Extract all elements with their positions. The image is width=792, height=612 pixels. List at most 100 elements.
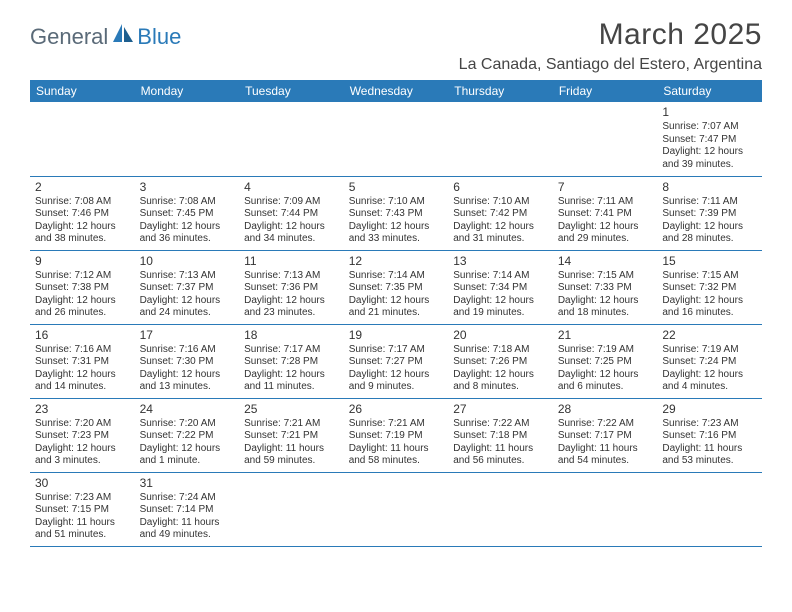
daylight-text: Daylight: 12 hours and 21 minutes.	[349, 295, 444, 320]
day-cell: 22Sunrise: 7:19 AMSunset: 7:24 PMDayligh…	[657, 324, 762, 398]
sunrise-text: Sunrise: 7:13 AM	[244, 270, 339, 283]
sunrise-text: Sunrise: 7:15 AM	[662, 270, 757, 283]
day-number: 4	[244, 180, 339, 195]
day-cell: 14Sunrise: 7:15 AMSunset: 7:33 PMDayligh…	[553, 250, 658, 324]
day-cell: 19Sunrise: 7:17 AMSunset: 7:27 PMDayligh…	[344, 324, 449, 398]
day-cell	[553, 102, 658, 176]
sunset-text: Sunset: 7:36 PM	[244, 282, 339, 295]
location: La Canada, Santiago del Estero, Argentin…	[459, 56, 762, 74]
sunset-text: Sunset: 7:37 PM	[140, 282, 235, 295]
sunrise-text: Sunrise: 7:14 AM	[349, 270, 444, 283]
sunset-text: Sunset: 7:35 PM	[349, 282, 444, 295]
sunrise-text: Sunrise: 7:23 AM	[35, 492, 130, 505]
daylight-text: Daylight: 11 hours and 49 minutes.	[140, 517, 235, 542]
sunrise-text: Sunrise: 7:14 AM	[453, 270, 548, 283]
day-cell	[30, 102, 135, 176]
sunrise-text: Sunrise: 7:23 AM	[662, 418, 757, 431]
day-number: 14	[558, 254, 653, 269]
sunset-text: Sunset: 7:47 PM	[662, 134, 757, 147]
day-number: 9	[35, 254, 130, 269]
sunset-text: Sunset: 7:18 PM	[453, 430, 548, 443]
sunset-text: Sunset: 7:21 PM	[244, 430, 339, 443]
day-cell	[239, 472, 344, 546]
day-cell: 20Sunrise: 7:18 AMSunset: 7:26 PMDayligh…	[448, 324, 553, 398]
day-cell	[657, 472, 762, 546]
daylight-text: Daylight: 12 hours and 23 minutes.	[244, 295, 339, 320]
sunset-text: Sunset: 7:31 PM	[35, 356, 130, 369]
day-cell: 13Sunrise: 7:14 AMSunset: 7:34 PMDayligh…	[448, 250, 553, 324]
day-number: 2	[35, 180, 130, 195]
sail-icon	[113, 24, 135, 50]
sunrise-text: Sunrise: 7:16 AM	[140, 344, 235, 357]
sunrise-text: Sunrise: 7:21 AM	[244, 418, 339, 431]
day-number: 1	[662, 105, 757, 120]
daylight-text: Daylight: 11 hours and 59 minutes.	[244, 443, 339, 468]
day-cell: 4Sunrise: 7:09 AMSunset: 7:44 PMDaylight…	[239, 176, 344, 250]
sunrise-text: Sunrise: 7:10 AM	[349, 196, 444, 209]
day-cell: 31Sunrise: 7:24 AMSunset: 7:14 PMDayligh…	[135, 472, 240, 546]
daylight-text: Daylight: 12 hours and 6 minutes.	[558, 369, 653, 394]
sunrise-text: Sunrise: 7:19 AM	[558, 344, 653, 357]
day-number: 17	[140, 328, 235, 343]
day-cell: 8Sunrise: 7:11 AMSunset: 7:39 PMDaylight…	[657, 176, 762, 250]
day-number: 15	[662, 254, 757, 269]
day-number: 31	[140, 476, 235, 491]
sunset-text: Sunset: 7:14 PM	[140, 504, 235, 517]
day-number: 27	[453, 402, 548, 417]
day-cell	[344, 472, 449, 546]
day-cell: 17Sunrise: 7:16 AMSunset: 7:30 PMDayligh…	[135, 324, 240, 398]
day-number: 26	[349, 402, 444, 417]
day-cell: 3Sunrise: 7:08 AMSunset: 7:45 PMDaylight…	[135, 176, 240, 250]
day-number: 24	[140, 402, 235, 417]
week-row: 16Sunrise: 7:16 AMSunset: 7:31 PMDayligh…	[30, 324, 762, 398]
day-number: 18	[244, 328, 339, 343]
sunrise-text: Sunrise: 7:22 AM	[453, 418, 548, 431]
sunrise-text: Sunrise: 7:20 AM	[35, 418, 130, 431]
day-cell: 12Sunrise: 7:14 AMSunset: 7:35 PMDayligh…	[344, 250, 449, 324]
sunrise-text: Sunrise: 7:18 AM	[453, 344, 548, 357]
day-cell: 6Sunrise: 7:10 AMSunset: 7:42 PMDaylight…	[448, 176, 553, 250]
sunrise-text: Sunrise: 7:13 AM	[140, 270, 235, 283]
day-cell: 29Sunrise: 7:23 AMSunset: 7:16 PMDayligh…	[657, 398, 762, 472]
sunset-text: Sunset: 7:39 PM	[662, 208, 757, 221]
sunrise-text: Sunrise: 7:15 AM	[558, 270, 653, 283]
week-row: 2Sunrise: 7:08 AMSunset: 7:46 PMDaylight…	[30, 176, 762, 250]
day-number: 20	[453, 328, 548, 343]
dayname-cell: Monday	[135, 80, 240, 102]
sunrise-text: Sunrise: 7:07 AM	[662, 121, 757, 134]
day-cell: 15Sunrise: 7:15 AMSunset: 7:32 PMDayligh…	[657, 250, 762, 324]
day-number: 11	[244, 254, 339, 269]
week-row: 23Sunrise: 7:20 AMSunset: 7:23 PMDayligh…	[30, 398, 762, 472]
sunset-text: Sunset: 7:38 PM	[35, 282, 130, 295]
sunset-text: Sunset: 7:28 PM	[244, 356, 339, 369]
dayname-cell: Friday	[553, 80, 658, 102]
sunrise-text: Sunrise: 7:19 AM	[662, 344, 757, 357]
daylight-text: Daylight: 12 hours and 31 minutes.	[453, 221, 548, 246]
sunset-text: Sunset: 7:45 PM	[140, 208, 235, 221]
day-cell: 23Sunrise: 7:20 AMSunset: 7:23 PMDayligh…	[30, 398, 135, 472]
sunrise-text: Sunrise: 7:16 AM	[35, 344, 130, 357]
day-number: 13	[453, 254, 548, 269]
sunset-text: Sunset: 7:33 PM	[558, 282, 653, 295]
page-title: March 2025	[459, 18, 762, 52]
day-cell: 30Sunrise: 7:23 AMSunset: 7:15 PMDayligh…	[30, 472, 135, 546]
sunset-text: Sunset: 7:25 PM	[558, 356, 653, 369]
daylight-text: Daylight: 11 hours and 56 minutes.	[453, 443, 548, 468]
day-cell: 7Sunrise: 7:11 AMSunset: 7:41 PMDaylight…	[553, 176, 658, 250]
sunrise-text: Sunrise: 7:21 AM	[349, 418, 444, 431]
header: General Blue March 2025 La Canada, Santi…	[30, 18, 762, 74]
daylight-text: Daylight: 12 hours and 28 minutes.	[662, 221, 757, 246]
sunrise-text: Sunrise: 7:11 AM	[558, 196, 653, 209]
sunrise-text: Sunrise: 7:17 AM	[349, 344, 444, 357]
daylight-text: Daylight: 12 hours and 3 minutes.	[35, 443, 130, 468]
sunset-text: Sunset: 7:26 PM	[453, 356, 548, 369]
daylight-text: Daylight: 12 hours and 34 minutes.	[244, 221, 339, 246]
daylight-text: Daylight: 12 hours and 36 minutes.	[140, 221, 235, 246]
day-cell: 28Sunrise: 7:22 AMSunset: 7:17 PMDayligh…	[553, 398, 658, 472]
logo-text-general: General	[30, 24, 108, 50]
day-cell	[239, 102, 344, 176]
day-cell: 10Sunrise: 7:13 AMSunset: 7:37 PMDayligh…	[135, 250, 240, 324]
daylight-text: Daylight: 12 hours and 16 minutes.	[662, 295, 757, 320]
day-number: 29	[662, 402, 757, 417]
daylight-text: Daylight: 12 hours and 24 minutes.	[140, 295, 235, 320]
